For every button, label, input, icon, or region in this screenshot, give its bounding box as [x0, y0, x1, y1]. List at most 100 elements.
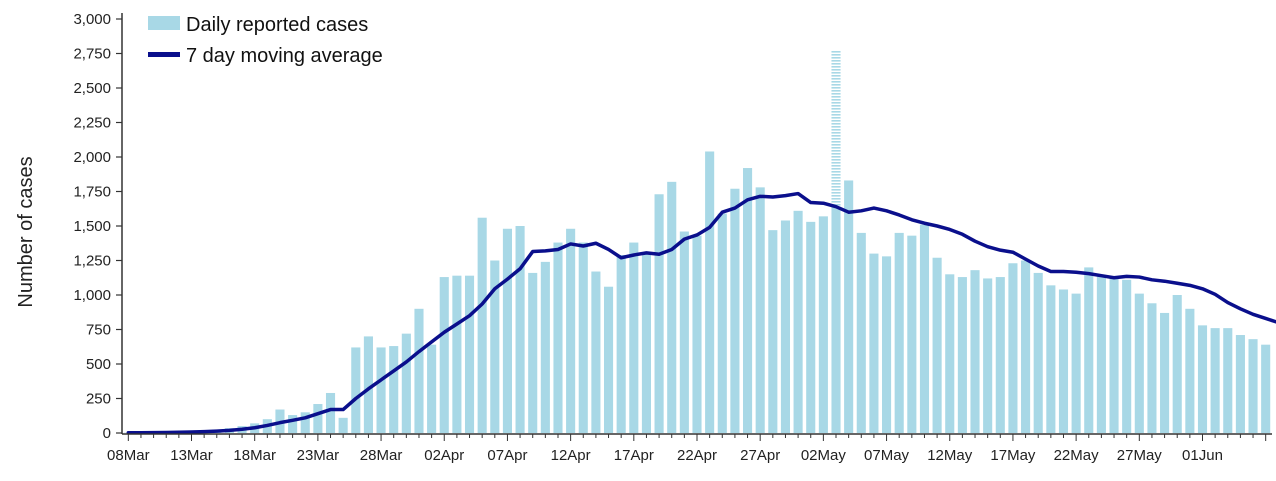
bar [995, 277, 1005, 433]
bar [970, 270, 980, 433]
bar [1084, 267, 1094, 433]
bar [414, 308, 424, 433]
y-tick-label: 3,000 [73, 11, 111, 28]
bar [338, 417, 348, 433]
bar [932, 257, 942, 433]
bar [1008, 263, 1018, 433]
y-tick-label: 250 [86, 391, 111, 408]
y-axis-label: Number of cases [15, 156, 37, 307]
y-tick-label: 2,750 [73, 46, 111, 63]
bar [401, 333, 411, 433]
bar [1058, 289, 1069, 433]
bar [1134, 293, 1144, 433]
bar [1185, 308, 1195, 433]
bar [1235, 335, 1245, 433]
bar [894, 232, 904, 433]
bar [540, 261, 550, 433]
bar [717, 213, 727, 433]
x-tick-label: 01Jun [1182, 447, 1223, 464]
bar [591, 271, 601, 433]
bar [919, 224, 930, 433]
y-tick-label: 1,750 [73, 184, 111, 201]
x-tick-label: 27May [1117, 447, 1163, 464]
bar [477, 217, 487, 433]
x-tick-label: 17May [990, 447, 1036, 464]
y-tick-label: 750 [86, 322, 111, 339]
legend-label-bar: Daily reported cases [186, 14, 368, 36]
bar [679, 231, 689, 433]
bar-hatched-segment [831, 50, 841, 207]
x-tick-label: 27Apr [740, 447, 780, 464]
legend-swatch-line [148, 52, 180, 57]
bar [616, 254, 626, 433]
bar [1096, 275, 1106, 433]
bar [654, 194, 664, 433]
x-tick-label: 28Mar [360, 447, 403, 464]
y-tick-label: 500 [86, 356, 111, 373]
bar [1033, 272, 1043, 433]
bar [1248, 339, 1258, 433]
bar [755, 187, 765, 433]
bar [1172, 295, 1182, 433]
bar [831, 206, 841, 433]
x-tick-label: 08Mar [107, 447, 150, 464]
bar [641, 252, 651, 433]
y-tick-label: 2,000 [73, 149, 111, 166]
bar [427, 344, 437, 433]
bar [313, 404, 323, 433]
bar [1261, 344, 1271, 433]
bar [515, 226, 525, 433]
x-tick-label: 13Mar [170, 447, 213, 464]
bar [452, 275, 462, 433]
line-layer [126, 191, 1276, 435]
bar [1122, 279, 1132, 433]
bar [957, 277, 967, 433]
bar [389, 346, 399, 433]
bar [705, 151, 715, 434]
y-tick-label: 1,000 [73, 287, 111, 304]
bar [1147, 303, 1157, 433]
axes: 0 250 500 750 1,000 1,250 1,500 1,750 2,000 2,250… [73, 11, 1272, 464]
bar [1210, 328, 1220, 433]
bar [300, 412, 310, 433]
x-tick-label: 02May [801, 447, 847, 464]
bar [818, 216, 828, 433]
bar [325, 392, 336, 433]
legend: Daily reported cases 7 day moving averag… [148, 14, 383, 67]
bar [553, 242, 563, 433]
x-tick-label: 07Apr [487, 447, 527, 464]
bar [793, 210, 803, 433]
x-tick-label: 22May [1054, 447, 1100, 464]
moving-average-line [126, 191, 1276, 435]
bar [351, 347, 361, 433]
bar [288, 415, 298, 433]
bar [1046, 285, 1056, 433]
bar [1021, 260, 1031, 433]
bar [768, 230, 778, 433]
bar [1197, 325, 1208, 433]
x-tick-label: 22Apr [677, 447, 717, 464]
x-tick-label: 17Apr [614, 447, 654, 464]
bar [882, 256, 892, 433]
bar [1109, 277, 1119, 433]
bar [528, 272, 538, 433]
bar [439, 277, 449, 433]
bar [502, 228, 512, 433]
bar [869, 253, 879, 433]
x-tick-label: 18Mar [233, 447, 276, 464]
bar [603, 286, 614, 433]
x-tick-label: 12May [927, 447, 973, 464]
y-tick-label: 1,250 [73, 253, 111, 270]
bar [376, 347, 386, 433]
bar [856, 232, 866, 433]
bar [578, 242, 588, 433]
bar [692, 235, 702, 433]
x-tick-label: 02Apr [424, 447, 464, 464]
bar [806, 221, 816, 433]
bars-layer [123, 50, 1271, 434]
bar [730, 188, 740, 433]
bar [743, 168, 753, 434]
bar [983, 278, 993, 433]
bar [667, 181, 677, 433]
y-tick-label: 2,500 [73, 80, 111, 97]
